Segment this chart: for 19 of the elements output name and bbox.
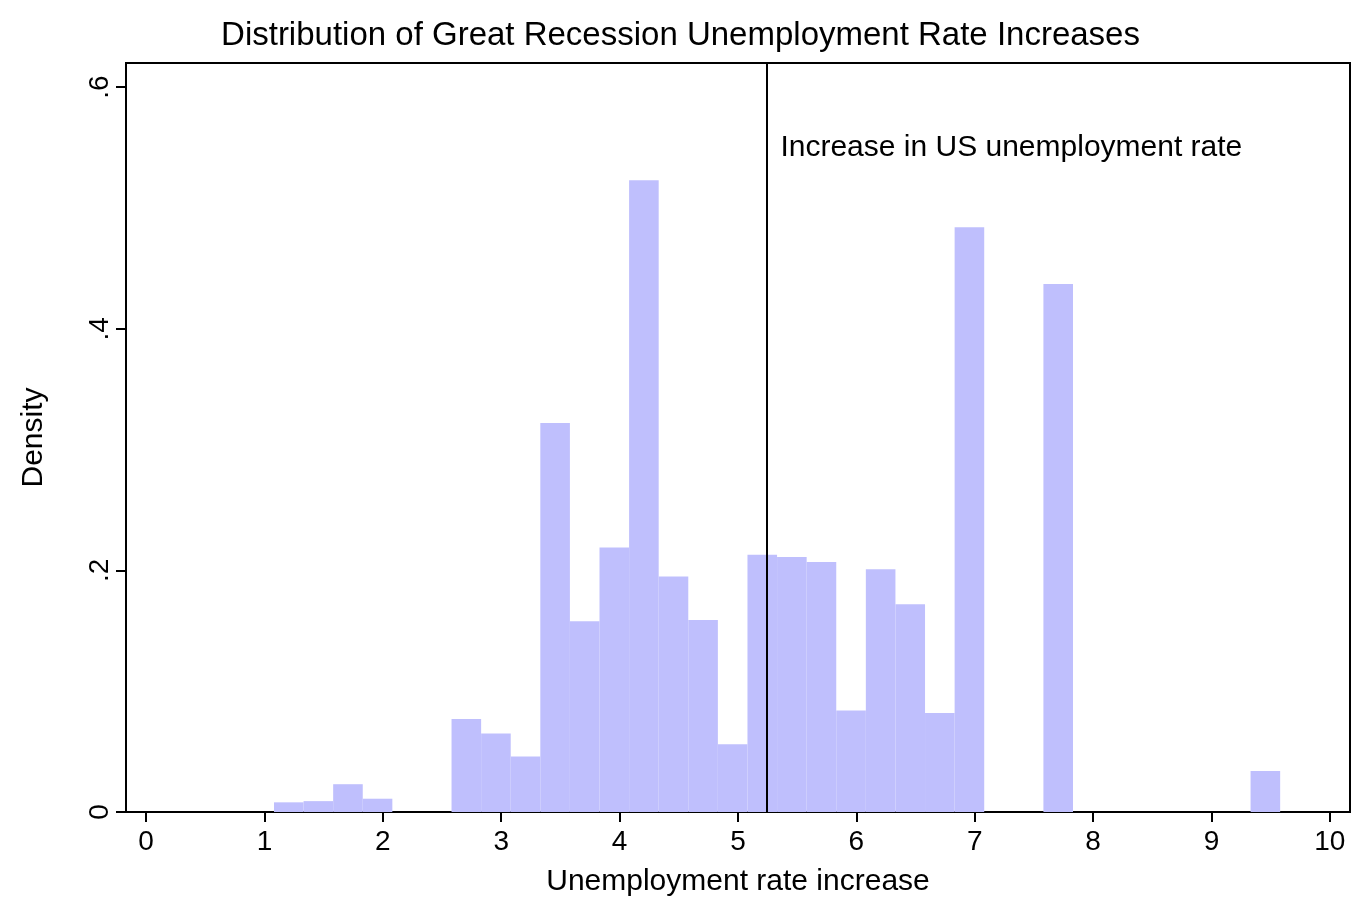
x-tick-label: 2 xyxy=(375,824,391,856)
y-tick-label: .4 xyxy=(82,317,114,341)
y-axis-title: Density xyxy=(14,387,48,488)
x-tick-label: 9 xyxy=(1203,824,1220,856)
x-tick-label: 6 xyxy=(848,824,865,856)
x-axis-title: Unemployment rate increase xyxy=(546,862,930,896)
y-tick-label: .6 xyxy=(82,75,114,99)
ref-line-label: Increase in US unemployment rate xyxy=(780,128,1243,162)
x-tick-label: 0 xyxy=(138,824,154,856)
x-tick-label: 4 xyxy=(611,824,628,856)
chart-title: Distribution of Great Recession Unemployment Rate Increases xyxy=(221,15,1140,52)
x-tick-label: 5 xyxy=(730,824,746,856)
y-tick-label: 0 xyxy=(82,804,114,820)
x-tick-label: 8 xyxy=(1085,824,1101,856)
x-tick-label: 7 xyxy=(966,824,983,856)
y-tick-label: .2 xyxy=(82,558,114,583)
x-tick-label: 3 xyxy=(493,824,510,856)
x-tick-label: 10 xyxy=(1314,824,1346,856)
x-tick-label: 1 xyxy=(256,824,273,856)
